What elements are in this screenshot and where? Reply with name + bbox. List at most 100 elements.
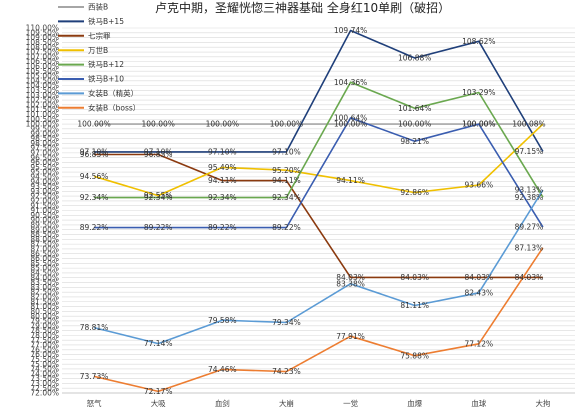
data-label: 100.00% xyxy=(77,120,110,129)
data-label: 97.10% xyxy=(144,148,173,157)
data-label: 95.20% xyxy=(272,166,301,175)
data-label: 100.00% xyxy=(462,120,495,129)
data-label: 96.83% xyxy=(80,150,109,159)
y-tick-label: 92.50% xyxy=(30,192,59,201)
data-label: 100.00% xyxy=(462,120,495,129)
data-label: 98.21% xyxy=(400,137,429,146)
y-tick-label: 99.00% xyxy=(30,129,59,138)
legend-entry: 七宗罪 xyxy=(88,30,111,40)
y-tick-label: 98.50% xyxy=(30,134,59,143)
y-tick-label: 101.50% xyxy=(26,105,59,114)
y-tick-label: 78.50% xyxy=(30,326,59,335)
y-tick-label: 99.50% xyxy=(30,124,59,133)
data-label: 97.10% xyxy=(208,148,237,157)
data-label: 93.13% xyxy=(515,186,544,195)
data-label: 84.03% xyxy=(336,273,365,282)
y-tick-label: 73.50% xyxy=(30,374,59,383)
y-tick-label: 91.50% xyxy=(30,201,59,210)
y-tick-label: 102.00% xyxy=(26,100,59,109)
y-tick-label: 90.50% xyxy=(30,211,59,220)
series-line xyxy=(93,189,544,345)
y-tick-label: 107.00% xyxy=(26,52,59,61)
data-label: 100.64% xyxy=(334,114,367,123)
y-tick-label: 81.00% xyxy=(30,302,59,311)
data-label: 92.86% xyxy=(400,188,429,197)
y-tick-label: 88.00% xyxy=(30,235,59,244)
y-tick-label: 110.00% xyxy=(26,24,59,33)
data-label: 83.38% xyxy=(336,279,365,288)
y-tick-label: 100.00% xyxy=(26,120,59,129)
y-tick-label: 105.50% xyxy=(26,67,59,76)
data-label: 92.34% xyxy=(208,193,237,202)
y-tick-label: 84.00% xyxy=(30,273,59,282)
series-line xyxy=(94,117,544,229)
y-tick-label: 97.00% xyxy=(30,148,59,157)
legend-entry: 铁马B+12 xyxy=(88,59,124,69)
y-tick-label: 75.00% xyxy=(30,360,59,369)
data-label: 94.11% xyxy=(208,176,237,185)
y-tick-label: 100.50% xyxy=(26,115,59,124)
data-label: 100.00% xyxy=(270,120,303,129)
y-tick-label: 78.00% xyxy=(30,331,59,340)
y-tick-label: 72.50% xyxy=(30,384,59,393)
data-label: 97.10% xyxy=(272,148,301,157)
series-line xyxy=(93,247,544,393)
y-tick-label: 109.00% xyxy=(26,33,59,42)
series-line xyxy=(93,123,544,197)
y-tick-label: 82.50% xyxy=(30,288,59,297)
data-label: 84.03% xyxy=(400,273,429,282)
legend-entry: 铁马B+10 xyxy=(88,74,124,84)
data-label: 74.23% xyxy=(272,367,301,376)
data-label: 89.22% xyxy=(80,223,109,232)
y-tick-label: 81.50% xyxy=(30,297,59,306)
data-label: 77.12% xyxy=(465,339,494,348)
data-label: 95.49% xyxy=(208,163,237,172)
y-tick-label: 104.00% xyxy=(26,81,59,90)
y-tick-label: 83.50% xyxy=(30,278,59,287)
data-label: 77.91% xyxy=(336,332,365,341)
y-tick-label: 89.50% xyxy=(30,221,59,230)
y-tick-label: 90.00% xyxy=(30,216,59,225)
y-tick-label: 106.00% xyxy=(26,62,59,71)
data-label: 89.22% xyxy=(144,223,173,232)
y-tick-label: 93.00% xyxy=(30,187,59,196)
data-label: 89.22% xyxy=(272,223,301,232)
y-tick-label: 86.00% xyxy=(30,254,59,263)
y-tick-label: 101.00% xyxy=(26,110,59,119)
data-label-layer: 100.00% 100.00% 100.00% 100.00% 100.00% 100.0… xyxy=(77,26,545,396)
y-tick-label: 102.50% xyxy=(26,96,59,105)
y-tick-label: 77.00% xyxy=(30,341,59,350)
y-tick-label: 96.50% xyxy=(30,153,59,162)
y-tick-label: 87.50% xyxy=(30,240,59,249)
data-label: 73.73% xyxy=(80,372,109,381)
y-tick-label: 85.50% xyxy=(30,259,59,268)
series-line xyxy=(94,29,544,153)
y-tick-label: 104.50% xyxy=(26,76,59,85)
legend-entry: 铁马B+15 xyxy=(88,16,124,26)
data-label: 92.34% xyxy=(80,193,109,202)
series-line xyxy=(94,81,544,199)
y-tick-label: 74.00% xyxy=(30,369,59,378)
data-label: 81.11% xyxy=(400,301,429,310)
data-label: 93.66% xyxy=(465,181,494,190)
x-tick-label: 血爆 xyxy=(407,398,422,408)
data-label: 92.38% xyxy=(515,193,544,202)
data-label: 97.10% xyxy=(80,148,109,157)
data-label: 96.83% xyxy=(144,150,173,159)
y-tick-label: 86.50% xyxy=(30,249,59,258)
x-axis-ticks: 怒气 大吸 血剑 大崩 一觉 血爆 血球 大拘 xyxy=(87,398,551,408)
y-tick-label: 87.00% xyxy=(30,245,59,254)
legend-entry: 女装B（boss） xyxy=(88,102,140,112)
y-tick-label: 98.00% xyxy=(30,139,59,148)
data-label: 77.14% xyxy=(144,339,173,348)
y-tick-label: 72.00% xyxy=(30,389,59,398)
y-tick-label: 76.00% xyxy=(30,350,59,359)
y-tick-label: 92.00% xyxy=(30,196,59,205)
data-label: 94.11% xyxy=(336,176,365,185)
y-tick-label: 97.50% xyxy=(30,144,59,153)
data-label: 92.34% xyxy=(272,193,301,202)
data-label: 100.00% xyxy=(142,120,175,129)
y-tick-label: 105.00% xyxy=(26,72,59,81)
